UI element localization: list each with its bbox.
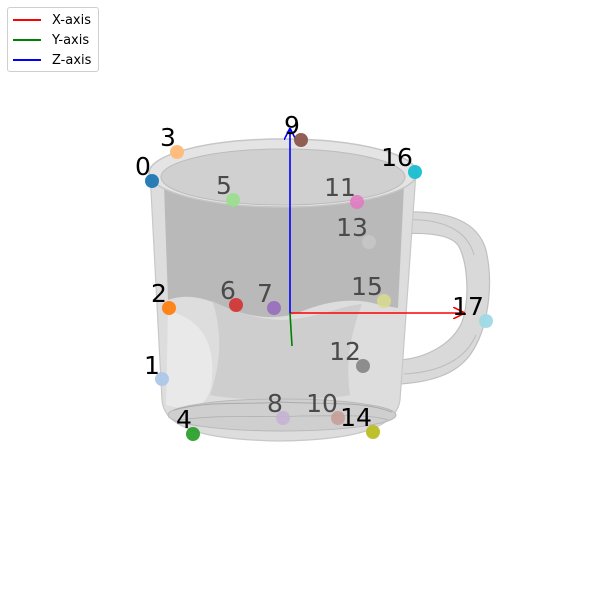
legend-swatch-z-axis — [13, 59, 41, 61]
keypoint-16-label: 16 — [381, 143, 413, 172]
legend-swatch-y-axis — [13, 39, 41, 41]
y-axis-arrow — [289, 312, 293, 347]
keypoint-4-marker — [186, 427, 200, 441]
legend-entry-z-axis: Z-axis — [8, 50, 91, 70]
keypoint-8-marker — [276, 411, 290, 425]
mug-inner-wall — [164, 186, 404, 318]
keypoint-15-label: 15 — [351, 272, 383, 301]
keypoint-13-label: 13 — [336, 213, 368, 242]
keypoint-16-marker — [408, 165, 422, 179]
keypoint-2-label: 2 — [151, 279, 167, 308]
legend-label-z-axis: Z-axis — [52, 52, 92, 68]
keypoint-5-marker — [226, 193, 240, 207]
mug-mesh — [148, 138, 491, 442]
keypoint-10-label: 10 — [306, 389, 338, 418]
legend-label-y-axis: Y-axis — [52, 32, 90, 48]
keypoint-5-label: 5 — [216, 171, 232, 200]
keypoint-12-marker — [356, 359, 370, 373]
keypoint-1-marker — [155, 372, 169, 386]
keypoint-3-marker — [170, 145, 184, 159]
keypoint-4-label: 4 — [176, 405, 192, 434]
keypoint-13-marker — [362, 235, 376, 249]
keypoint-2-marker — [162, 301, 176, 315]
keypoint-17-label: 17 — [452, 292, 484, 321]
keypoint-9-marker — [294, 133, 308, 147]
keypoint-6-label: 6 — [220, 276, 236, 305]
keypoint-7-marker — [267, 301, 281, 315]
axes — [289, 129, 464, 347]
legend-entry-x-axis: X-axis — [8, 10, 91, 30]
keypoint-7-label: 7 — [257, 279, 273, 308]
keypoint-11-label: 11 — [324, 173, 356, 202]
mug-handle — [399, 211, 491, 385]
keypoint-12-label: 12 — [329, 337, 361, 366]
keypoint-14-marker — [366, 425, 380, 439]
keypoint-0-label: 0 — [135, 152, 151, 181]
keypoint-17-marker — [479, 314, 493, 328]
legend-swatch-x-axis — [13, 19, 41, 21]
keypoint-9-label: 9 — [284, 111, 300, 140]
keypoint-3-label: 3 — [160, 123, 176, 152]
keypoint-1-label: 1 — [144, 351, 160, 380]
keypoint-8-label: 8 — [267, 389, 283, 418]
keypoint-15-marker — [377, 294, 391, 308]
keypoint-11-marker — [350, 195, 364, 209]
legend: X-axis Y-axis Z-axis — [7, 7, 99, 72]
legend-label-x-axis: X-axis — [52, 12, 91, 28]
keypoint-0-marker — [145, 174, 159, 188]
keypoint-6-marker — [229, 298, 243, 312]
legend-entry-y-axis: Y-axis — [8, 30, 89, 50]
keypoint-14-label: 14 — [340, 403, 372, 432]
keypoint-10-marker — [331, 411, 345, 425]
